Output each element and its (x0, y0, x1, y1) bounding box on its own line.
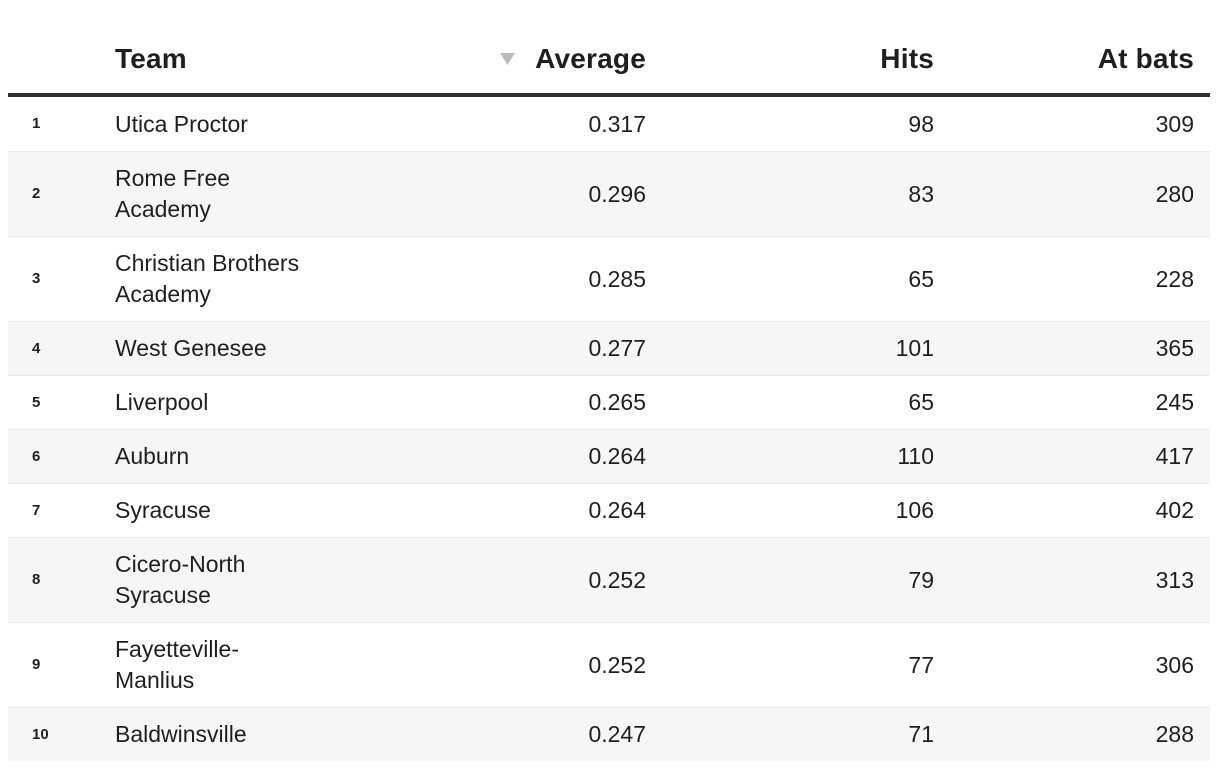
average-cell: 0.265 (588, 389, 646, 415)
hits-cell: 77 (908, 651, 934, 678)
column-header-hits[interactable]: Hits (880, 42, 934, 74)
table-row: 7 Syracuse 0.264 106 402 (8, 483, 1210, 537)
team-name-cell: Auburn (115, 443, 190, 469)
rank-cell: 3 (32, 270, 41, 287)
table-body: 1 Utica Proctor 0.317 98 309 2 Rome Free… (8, 97, 1210, 761)
table-row: 3 Christian Brothers Academy 0.285 65 22… (8, 236, 1210, 321)
rank-cell: 6 (32, 447, 41, 465)
average-cell: 0.264 (588, 497, 646, 523)
rank-cell: 8 (32, 571, 41, 588)
hits-cell: 106 (895, 497, 934, 523)
average-cell: 0.285 (588, 265, 646, 292)
hits-cell: 83 (908, 180, 934, 207)
team-name-cell: Rome Free Academy (115, 165, 231, 222)
at-bats-cell: 402 (1155, 497, 1194, 523)
team-name-cell: Fayetteville- Manlius (115, 636, 239, 693)
team-name-cell: Christian Brothers Academy (115, 250, 300, 307)
at-bats-cell: 280 (1155, 180, 1194, 207)
at-bats-cell: 309 (1155, 110, 1194, 137)
at-bats-cell: 313 (1155, 566, 1194, 593)
average-cell: 0.264 (588, 443, 646, 469)
team-name-cell: Liverpool (115, 389, 209, 415)
hits-cell: 79 (908, 566, 934, 593)
hits-cell: 71 (908, 721, 934, 747)
team-name-cell: Utica Proctor (115, 110, 248, 137)
team-name-cell: Syracuse (115, 497, 211, 523)
hits-cell: 110 (897, 443, 934, 469)
average-cell: 0.252 (588, 566, 646, 593)
team-name-cell: Cicero-North Syracuse (115, 551, 246, 608)
column-header-team[interactable]: Team (115, 42, 187, 74)
at-bats-cell: 417 (1155, 443, 1194, 469)
sort-descending-triangle-icon (500, 52, 516, 65)
rank-cell: 10 (32, 725, 49, 743)
hits-cell: 98 (908, 110, 934, 137)
table-row: 1 Utica Proctor 0.317 98 309 (8, 97, 1210, 151)
rank-cell: 9 (32, 656, 41, 673)
table-row: 6 Auburn 0.264 110 417 (8, 429, 1210, 483)
hits-cell: 65 (908, 389, 934, 415)
rank-cell: 5 (32, 393, 41, 411)
average-cell: 0.252 (588, 651, 646, 678)
rank-cell: 4 (32, 339, 41, 357)
column-header-average-label: Average (535, 42, 646, 74)
average-cell: 0.296 (588, 180, 646, 207)
average-cell: 0.317 (588, 110, 646, 137)
column-header-at-bats[interactable]: At bats (1097, 42, 1194, 74)
column-header-rank-spacer (8, 35, 115, 59)
table-row: 5 Liverpool 0.265 65 245 (8, 375, 1210, 429)
rank-cell: 7 (32, 501, 41, 519)
table-row: 10 Baldwinsville 0.247 71 288 (8, 707, 1210, 761)
rank-cell: 2 (32, 185, 41, 202)
at-bats-cell: 306 (1155, 651, 1194, 678)
batting-average-leaderboard-table: Team Average Hits At bats 1 Utica Procto… (8, 0, 1210, 761)
average-cell: 0.247 (588, 721, 646, 747)
table-row: 4 West Genesee 0.277 101 365 (8, 321, 1210, 375)
table-row: 2 Rome Free Academy 0.296 83 280 (8, 151, 1210, 236)
rank-cell: 1 (32, 115, 41, 132)
table-header-row: Team Average Hits At bats (8, 0, 1210, 97)
team-name-cell: West Genesee (115, 335, 267, 361)
hits-cell: 65 (908, 265, 934, 292)
average-cell: 0.277 (588, 335, 646, 361)
at-bats-cell: 228 (1155, 265, 1194, 292)
team-name-cell: Baldwinsville (115, 721, 247, 747)
table-row: 9 Fayetteville- Manlius 0.252 77 306 (8, 622, 1210, 707)
at-bats-cell: 245 (1155, 389, 1194, 415)
at-bats-cell: 288 (1155, 721, 1194, 747)
table-row: 8 Cicero-North Syracuse 0.252 79 313 (8, 537, 1210, 622)
column-header-average[interactable]: Average (330, 19, 646, 75)
at-bats-cell: 365 (1155, 335, 1194, 361)
hits-cell: 101 (895, 335, 934, 361)
